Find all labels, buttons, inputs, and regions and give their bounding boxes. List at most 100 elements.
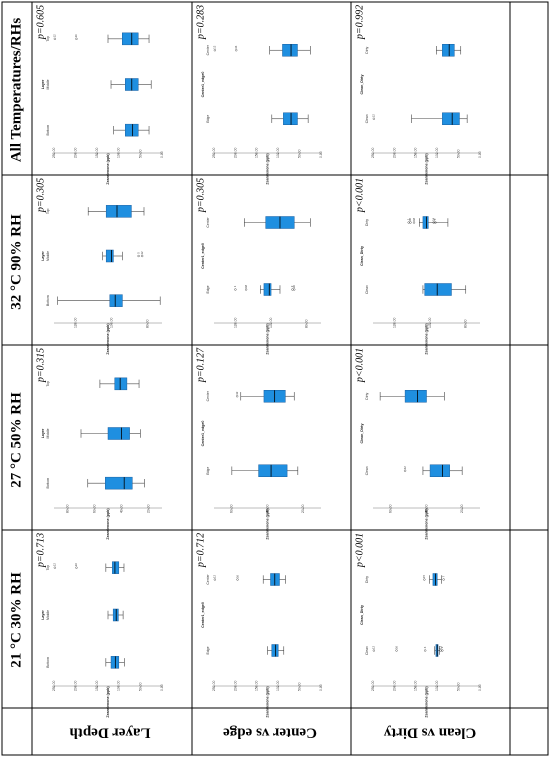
outlier-point (293, 288, 296, 291)
x-category-label: Dirty (365, 46, 369, 53)
x-category-label: Bottom (46, 478, 50, 489)
outlier-label: 42 (403, 466, 407, 470)
outlier-point (439, 649, 442, 652)
chart-panel-21-layer: 0.00 50.00 100.00 150.00 200.00 250.00 Zearale… (35, 533, 164, 718)
box-iqr (112, 561, 120, 574)
x-category-label: Bottom (46, 657, 50, 668)
y-tick-label: 250.00 (52, 681, 56, 691)
p-value: p=0.605 (35, 5, 46, 40)
box-iqr (105, 249, 114, 263)
column-header: All Temperatures/RHs (8, 18, 24, 162)
outlier-label: 30 (292, 285, 296, 289)
y-tick-label: 100.00 (269, 318, 273, 328)
y-tick-label: 200.00 (233, 148, 237, 158)
y-tick-label: 100.00 (109, 318, 113, 328)
outlier-label: 12 (53, 563, 57, 567)
outlier-point (372, 117, 375, 120)
x-category-label: Middle (46, 251, 50, 261)
y-tick-label: 80.00 (145, 319, 149, 328)
y-tick-label: 80.00 (65, 504, 69, 513)
outlier-point (213, 578, 216, 581)
y-axis-title: Zearalenone (ppb) (424, 508, 428, 540)
outlier-point (236, 395, 239, 398)
outlier-point (395, 649, 398, 652)
box-iqr (122, 32, 139, 46)
table-headers: 21 °C 30% RH 27 °C 50% RH 32 °C 90% RH All … (8, 18, 476, 741)
y-tick-label: 40.00 (119, 504, 123, 513)
x-axis-title: Clean_Dirty (360, 75, 364, 95)
y-tick-label: 60.00 (92, 504, 96, 513)
y-tick-label: 40.00 (424, 504, 428, 513)
x-category-label: Center (206, 44, 210, 55)
outlier-point (412, 221, 416, 224)
box-iqr (271, 644, 279, 657)
box-iqr (429, 464, 450, 477)
outlier-label: 12 (213, 45, 217, 49)
p-value: p=0.283 (195, 5, 206, 40)
y-tick-label: 100.00 (117, 148, 121, 158)
box-iqr (424, 283, 452, 296)
y-tick-label: 60.00 (389, 504, 393, 513)
box-iqr (105, 205, 132, 218)
p-value: p<0.001 (354, 178, 365, 213)
x-axis-title: Center1_edge0 (201, 72, 205, 98)
outlier-label: 1 (406, 218, 410, 220)
chart-panel-21-dirty: 0.00 50.00 100.00 150.00 200.00 250.00 Zearale… (354, 533, 482, 718)
x-category-label: Bottom (46, 125, 50, 136)
y-axis-title: Zearalenone (ppb) (106, 508, 110, 540)
y-tick-label: 0.00 (319, 684, 323, 691)
p-value: p=0.305 (35, 178, 46, 213)
outlier-point (432, 221, 435, 224)
outlier-label: 3 (440, 646, 444, 648)
outlier-point (53, 37, 56, 40)
outlier-point (424, 649, 427, 652)
y-axis-title: Zearalenone (ppb) (106, 686, 110, 718)
x-axis-title: Layer (41, 251, 45, 261)
y-tick-label: 50.00 (297, 682, 301, 691)
y-tick-label: 120.00 (233, 318, 237, 328)
y-tick-label: 0.00 (160, 684, 164, 691)
y-tick-label: 120.00 (73, 318, 77, 328)
x-category-label: Dirty (365, 219, 369, 226)
outlier-label: 36 (74, 34, 78, 38)
y-tick-label: 100.00 (276, 681, 280, 691)
x-axis-title: Layer (41, 79, 45, 89)
x-category-label: Clean (365, 114, 369, 123)
y-tick-label: 250.00 (212, 148, 216, 158)
x-category-label: Center (206, 217, 210, 228)
y-tick-label: 80.00 (464, 319, 468, 328)
x-category-label: Middle (46, 610, 50, 620)
y-tick-label: 0.00 (478, 684, 482, 691)
y-axis-title: Zearalenone (ppb) (265, 153, 269, 185)
outlier-label: 36 (74, 563, 78, 567)
x-category-label: Center (206, 574, 210, 585)
box-iqr (422, 216, 429, 229)
y-tick-label: 150.00 (95, 148, 99, 158)
outlier-point (235, 49, 238, 52)
y-axis-title: Zearalenone (ppb) (265, 508, 269, 540)
p-value: p=0.127 (195, 347, 206, 383)
y-tick-label: 200.00 (233, 681, 237, 691)
p-value: p=0.305 (195, 178, 206, 213)
x-axis-title: Layer (41, 610, 45, 620)
chart-panels: 0.0050.00100.00150.00200.00250.00Zearale… (35, 5, 482, 718)
x-category-label: Center (206, 390, 210, 401)
x-category-label: Edge (206, 115, 210, 123)
y-tick-label: 250.00 (371, 148, 375, 158)
chart-panel-27-dirty: 20.00 40.00 60.00 Zearalenone (ppb) Clean Dir… (354, 348, 480, 540)
box-iqr (125, 123, 139, 137)
y-tick-label: 150.00 (95, 681, 99, 691)
outlier-label: 12 (372, 646, 376, 650)
y-tick-label: 250.00 (52, 148, 56, 158)
y-tick-label: 0.00 (478, 151, 482, 158)
x-category-label: Clean (365, 646, 369, 655)
y-tick-label: 40.00 (265, 504, 269, 513)
outlier-point (234, 288, 237, 291)
outlier-label: 15 (422, 575, 426, 579)
box-iqr (110, 656, 120, 669)
y-tick-label: 150.00 (255, 148, 259, 158)
y-tick-label: 150.00 (414, 148, 418, 158)
x-category-label: Middle (46, 428, 50, 438)
y-tick-label: 150.00 (414, 681, 418, 691)
chart-panel-32-center: 80.00 100.00 120.00 Zearalenone (ppb) Edge Ce… (195, 178, 321, 355)
